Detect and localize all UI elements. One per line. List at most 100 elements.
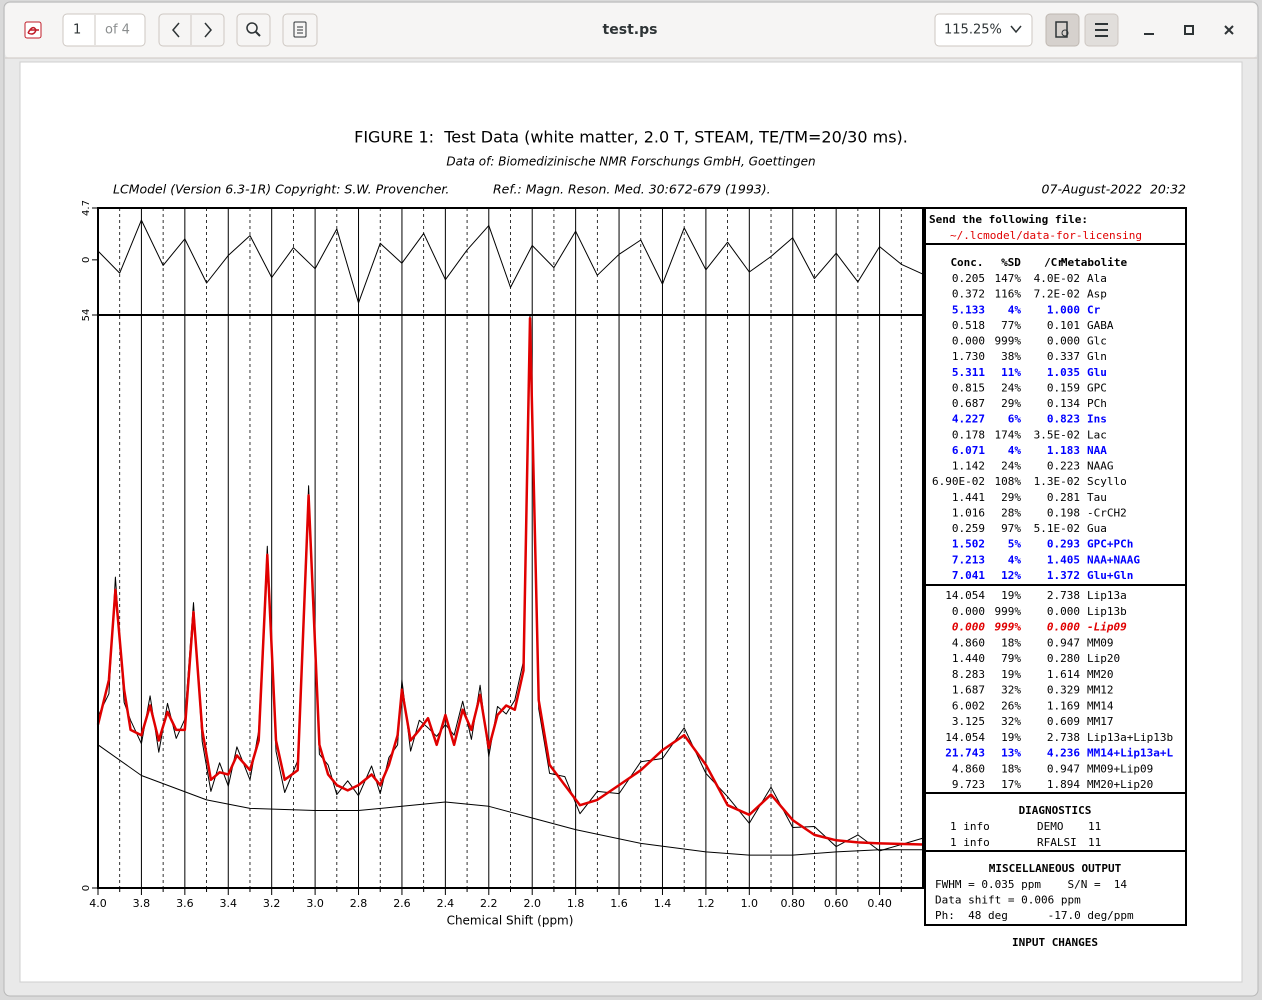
result-cell: 1.3E-02 xyxy=(1034,475,1080,488)
result-cell: 13% xyxy=(1001,747,1021,760)
page-number: 1 xyxy=(73,23,81,38)
result-cell: Lip20 xyxy=(1087,652,1120,665)
result-cell: 4.860 xyxy=(952,636,985,649)
result-cell: 5.1E-02 xyxy=(1034,522,1080,535)
result-cell: MM20 xyxy=(1087,668,1114,681)
result-cell: 0.281 xyxy=(1047,491,1080,504)
misc-line: Ph: 48 deg -17.0 deg/ppm xyxy=(935,909,1134,922)
result-cell: 2.738 xyxy=(1047,589,1080,602)
result-cell: 0.687 xyxy=(952,397,985,410)
result-cell: 14.054 xyxy=(945,731,985,744)
result-cell: 1.183 xyxy=(1047,444,1080,457)
document-properties-button[interactable] xyxy=(1045,13,1080,47)
result-cell: 0.947 xyxy=(1047,762,1080,775)
result-cell: Glu+Gln xyxy=(1087,569,1133,582)
misc-title: MISCELLANEOUS OUTPUT xyxy=(989,862,1122,875)
result-cell: 1.687 xyxy=(952,684,985,697)
result-cell: MM20+Lip20 xyxy=(1087,778,1153,791)
column-header: /Cr xyxy=(1044,256,1064,269)
page-entry[interactable] xyxy=(62,13,146,47)
result-cell: 1.894 xyxy=(1047,778,1080,791)
results-border xyxy=(924,207,1187,926)
result-cell: 0.337 xyxy=(1047,350,1080,363)
result-cell: Lac xyxy=(1087,428,1107,441)
result-cell: 79% xyxy=(1001,652,1021,665)
result-cell: 0.000 xyxy=(1047,335,1080,348)
result-cell: Tau xyxy=(1087,491,1107,504)
reference-line: Ref.: Magn. Reson. Med. 30:672-679 (1993… xyxy=(493,182,771,197)
result-cell: Lip13b xyxy=(1087,605,1127,618)
result-cell: 1.035 xyxy=(1047,366,1080,379)
result-cell: 999% xyxy=(995,605,1022,618)
x-tick-label: 4.0 xyxy=(89,897,107,910)
result-cell: Glc xyxy=(1087,335,1107,348)
result-cell: 9.723 xyxy=(952,778,985,791)
zoom-select[interactable] xyxy=(934,13,1033,47)
result-cell: 0.815 xyxy=(952,381,985,394)
result-cell: MM14 xyxy=(1087,699,1114,712)
prev-page-button[interactable] xyxy=(172,22,180,38)
result-cell: 1.000 xyxy=(1047,303,1080,316)
app-icon xyxy=(24,21,42,39)
result-cell: Ala xyxy=(1087,272,1107,285)
result-cell: 6.90E-02 xyxy=(932,475,985,488)
result-cell: 147% xyxy=(995,272,1022,285)
result-cell: 11% xyxy=(1001,366,1021,379)
result-cell: 5.311 xyxy=(952,366,985,379)
annotations-button[interactable] xyxy=(282,13,318,47)
result-cell: 0.947 xyxy=(1047,636,1080,649)
result-cell: 999% xyxy=(995,335,1022,348)
x-tick-label: 2.2 xyxy=(480,897,498,910)
result-cell: 0.000 xyxy=(952,605,985,618)
diagnostic-cell: RFALSI xyxy=(1037,836,1077,849)
result-cell: 32% xyxy=(1001,684,1021,697)
result-cell: Ins xyxy=(1087,413,1107,426)
result-cell: 19% xyxy=(1001,668,1021,681)
x-tick-label: 3.6 xyxy=(176,897,194,910)
result-cell: 7.2E-02 xyxy=(1034,288,1080,301)
result-cell: 4.860 xyxy=(952,762,985,775)
result-cell: 3.5E-02 xyxy=(1034,428,1080,441)
x-tick-label: 2.4 xyxy=(437,897,455,910)
search-button[interactable] xyxy=(236,13,271,47)
results-panel: Send the following file: ~/.lcmodel/data… xyxy=(924,207,1187,949)
figure-title: FIGURE 1: Test Data (white matter, 2.0 T… xyxy=(354,128,908,147)
result-cell: 0.823 xyxy=(1047,413,1080,426)
result-cell: MM09 xyxy=(1087,636,1114,649)
result-cell: 77% xyxy=(1001,319,1021,332)
x-axis-label: Chemical Shift (ppm) xyxy=(447,914,574,928)
diagnostic-cell: 1 info xyxy=(950,820,990,833)
result-cell: PCh xyxy=(1087,397,1107,410)
maximize-button[interactable] xyxy=(1184,25,1194,35)
result-cell: 17% xyxy=(1001,778,1021,791)
residual-tick-label: 0 xyxy=(81,257,92,263)
x-tick-label: 0.80 xyxy=(780,897,805,910)
result-cell: 19% xyxy=(1001,589,1021,602)
figure-subtitle: Data of: Biomedizinische NMR Forschungs … xyxy=(446,155,815,169)
fit-line xyxy=(96,316,924,846)
result-cell: 1.441 xyxy=(952,491,985,504)
result-cell: 0.609 xyxy=(1047,715,1080,728)
input-changes: INPUT CHANGES xyxy=(1012,936,1098,949)
result-cell: 0.372 xyxy=(952,288,985,301)
result-cell: 174% xyxy=(995,428,1022,441)
diagnostics-title: DIAGNOSTICS xyxy=(1019,804,1092,817)
result-cell: Lip13a+Lip13b xyxy=(1087,731,1173,744)
result-cell: 38% xyxy=(1001,350,1021,363)
x-tick-label: 0.60 xyxy=(824,897,849,910)
result-cell: 2.738 xyxy=(1047,731,1080,744)
result-cell: 14.054 xyxy=(945,589,985,602)
result-cell: Lip13a xyxy=(1087,589,1127,602)
send-label: Send the following file: xyxy=(929,213,1088,226)
result-cell: 0.280 xyxy=(1047,652,1080,665)
result-cell: -Lip09 xyxy=(1087,621,1127,634)
result-cell: 0.198 xyxy=(1047,506,1080,519)
next-page-button[interactable] xyxy=(204,22,212,38)
misc-line: Data shift = 0.006 ppm xyxy=(935,894,1081,907)
menu-button[interactable] xyxy=(1084,13,1119,47)
x-tick-label: 3.8 xyxy=(133,897,151,910)
result-cell: 116% xyxy=(995,288,1022,301)
close-button[interactable] xyxy=(1224,25,1234,35)
result-cell: MM09+Lip09 xyxy=(1087,762,1153,775)
